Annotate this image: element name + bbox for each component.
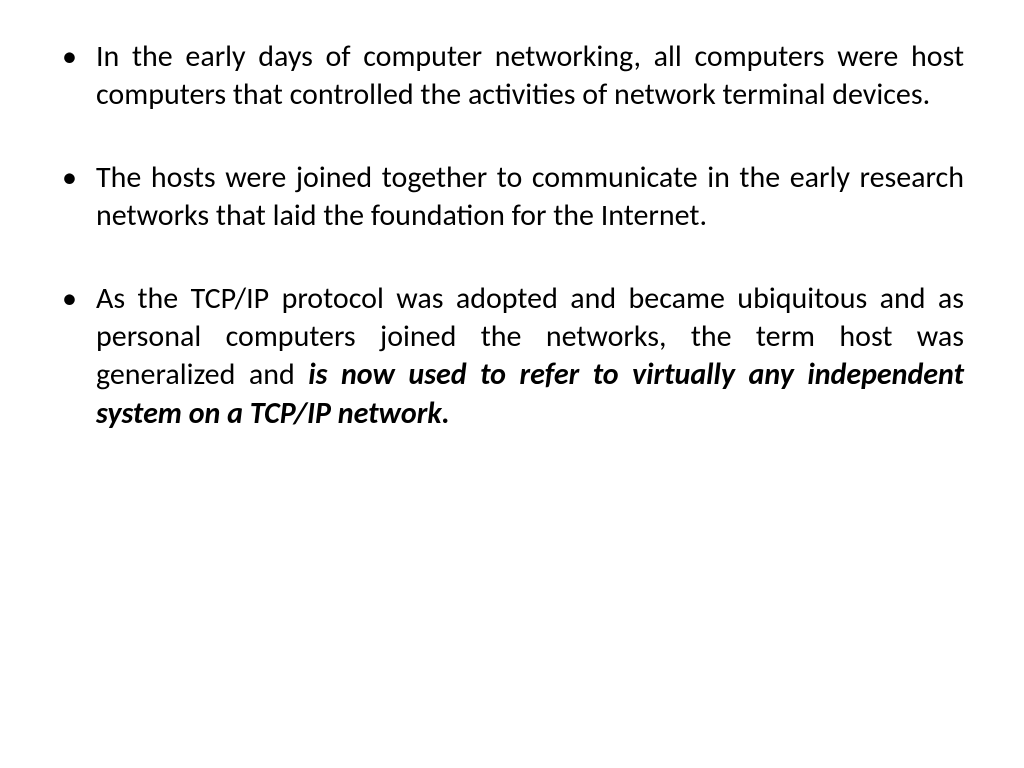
bullet-item: As the TCP/IP protocol was adopted and b…: [48, 280, 964, 434]
bullet-item: In the early days of computer networking…: [48, 38, 964, 115]
slide: In the early days of computer networking…: [0, 0, 1024, 768]
bullet-item: The hosts were joined together to commun…: [48, 159, 964, 236]
bullet-list: In the early days of computer networking…: [48, 38, 964, 433]
bullet-text: The hosts were joined together to commun…: [96, 159, 964, 234]
bullet-text: In the early days of computer networking…: [96, 38, 964, 113]
